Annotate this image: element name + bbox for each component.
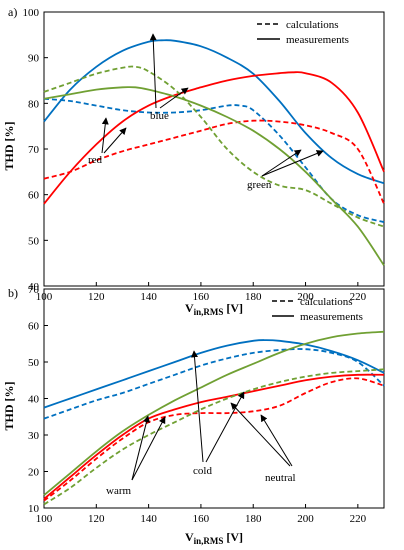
y-tick-label: 50 (28, 235, 40, 247)
series-blue-calculations (43, 97, 385, 223)
plot-frame (43, 11, 385, 287)
series-layer (43, 39, 385, 266)
y-tick-label: 60 (28, 190, 40, 202)
y-tick-label: 100 (23, 7, 40, 19)
y-tick-label: 80 (28, 98, 40, 110)
legend-measurements-label: measurements (286, 34, 349, 46)
series-neutral-measurements (43, 373, 385, 500)
x-tick-label: 100 (36, 513, 53, 525)
annotation-arrow-neutral (260, 414, 293, 467)
x-tick-label: 220 (350, 291, 367, 303)
series-neutral-calculations (43, 377, 385, 502)
annotation-arrows (131, 350, 293, 481)
y-tick-label: 90 (28, 53, 40, 65)
annotation-green: green (247, 179, 272, 191)
x-tick-label: 180 (245, 513, 262, 525)
x-tick-label: 120 (88, 291, 105, 303)
x-axis-label: Vin,RMS [V] (185, 530, 243, 546)
annotation-arrow-warm (131, 415, 150, 481)
x-tick-label: 140 (140, 291, 157, 303)
annotation-cold: cold (193, 465, 212, 477)
x-tick-label: 140 (140, 513, 157, 525)
annotation-arrow-warm (131, 416, 166, 481)
y-axis-label: THD [%] (2, 382, 16, 431)
annotation-neutral: neutral (265, 472, 296, 484)
series-blue-measurements (43, 39, 385, 185)
x-tick-label: 160 (193, 513, 210, 525)
annotation-warm: warm (106, 485, 131, 497)
y-tick-label: 40 (28, 394, 40, 406)
axis-ticks: 100 120 140 160 180 200 220 10 20 30 40 50 60 70 (28, 284, 367, 525)
annotation-arrow-green (261, 150, 324, 177)
legend-measurements-label: measurements (300, 311, 363, 323)
y-tick-label: 10 (28, 503, 40, 515)
annotation-arrow-red (101, 117, 109, 154)
annotation-arrow-neutral (230, 402, 291, 467)
x-tick-label: 200 (297, 291, 314, 303)
annotation-arrow-cold (205, 391, 245, 463)
y-tick-label: 50 (28, 357, 40, 369)
annotation-arrow-green (261, 149, 302, 177)
annotation-blue: blue (150, 110, 169, 122)
y-tick-label: 40 (28, 281, 40, 293)
y-tick-label: 60 (28, 321, 40, 333)
chart-panel-b: b) THD [%] 100 120 140 160 180 200 220 10 20 30 40… (2, 284, 385, 546)
series-layer (43, 330, 385, 506)
x-tick-label: 160 (193, 291, 210, 303)
chart-panel-a: a) THD [%] 100 120 140 160 180 200 220 40 50 60 70… (2, 5, 385, 317)
series-red-measurements (43, 71, 385, 205)
legend-calculations-label: calculations (286, 19, 339, 31)
panel-label: b) (8, 286, 18, 300)
y-tick-label: 30 (28, 430, 40, 442)
y-axis-label: THD [%] (2, 122, 16, 171)
series-warm-measurements (43, 330, 385, 496)
annotation-arrow-blue (159, 87, 189, 109)
x-tick-label: 220 (350, 513, 367, 525)
annotation-arrows (101, 33, 324, 177)
x-tick-label: 120 (88, 513, 105, 525)
y-tick-label: 20 (28, 467, 40, 479)
annotation-red: red (88, 154, 103, 166)
series-green-measurements (43, 86, 385, 266)
series-red-calculations (43, 119, 385, 205)
x-tick-label: 200 (297, 513, 314, 525)
series-cold-measurements (43, 339, 385, 409)
series-cold-calculations (43, 348, 385, 420)
x-tick-label: 180 (245, 291, 262, 303)
annotation-arrow-cold (191, 350, 204, 463)
y-tick-label: 70 (28, 144, 40, 156)
series-warm-calculations (43, 368, 385, 506)
annotation-arrow-red (103, 127, 127, 154)
y-tick-label: 70 (28, 284, 40, 296)
series-green-calculations (43, 65, 385, 228)
legend-calculations-label: calculations (300, 296, 353, 308)
legend: calculations measurements (257, 19, 349, 46)
panel-label: a) (8, 5, 17, 19)
annotation-arrow-blue (149, 33, 157, 109)
x-axis-label: Vin,RMS [V] (185, 301, 243, 317)
legend: calculations measurements (272, 296, 363, 323)
